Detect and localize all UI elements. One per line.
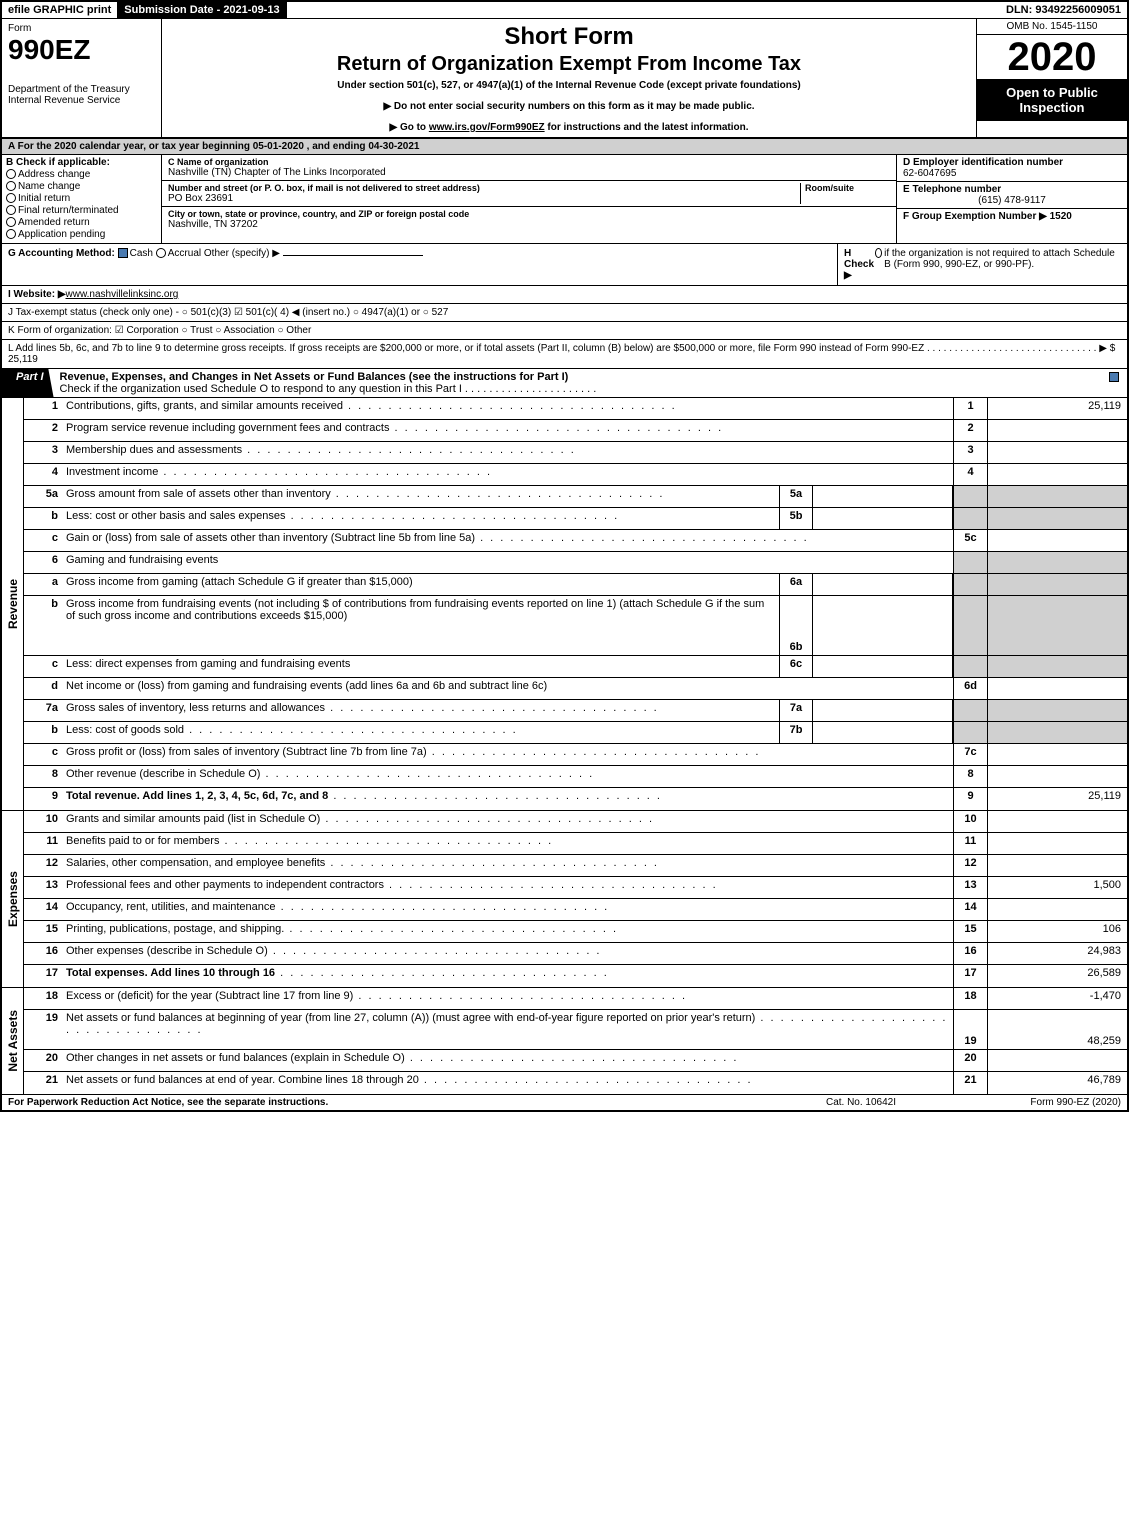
line-2: 2Program service revenue including gover… [24,420,1127,442]
efile-label: efile GRAPHIC print [2,2,118,18]
top-bar: efile GRAPHIC print Submission Date - 20… [2,2,1127,19]
chk-accrual[interactable] [156,248,166,258]
note-ssn: ▶ Do not enter social security numbers o… [170,101,968,112]
line-5a: 5aGross amount from sale of assets other… [24,486,1127,508]
ein: 62-6047695 [903,168,1121,179]
short-form-title: Short Form [170,23,968,51]
line-6d: dNet income or (loss) from gaming and fu… [24,678,1127,700]
dln: DLN: 93492256009051 [1000,2,1127,18]
open-public: Open to Public Inspection [977,79,1127,121]
col-d: D Employer identification number 62-6047… [897,155,1127,243]
org-name-cell: C Name of organization Nashville (TN) Ch… [162,155,896,181]
line-16: 16Other expenses (describe in Schedule O… [24,943,1127,965]
accounting-method: G Accounting Method: Cash Accrual Other … [2,244,837,285]
city: Nashville, TN 37202 [168,219,890,230]
line-8: 8Other revenue (describe in Schedule O)8 [24,766,1127,788]
row-i-website: I Website: ▶www.nashvillelinksinc.org [2,286,1127,304]
ein-cell: D Employer identification number 62-6047… [897,155,1127,182]
part-1-check-text: Check if the organization used Schedule … [60,383,597,395]
line-5b: bLess: cost or other basis and sales exp… [24,508,1127,530]
chk-application-pending[interactable]: Application pending [6,229,157,240]
irs-link[interactable]: www.irs.gov/Form990EZ [429,122,545,133]
expenses-block: Expenses 10Grants and similar amounts pa… [2,811,1127,988]
part-1-tag: Part I [2,369,54,397]
row-l-gross-receipts: L Add lines 5b, 6c, and 7b to line 9 to … [2,340,1127,369]
line-4: 4Investment income4 [24,464,1127,486]
chk-schedule-o[interactable] [1109,372,1119,382]
line-20: 20Other changes in net assets or fund ba… [24,1050,1127,1072]
line-7c: cGross profit or (loss) from sales of in… [24,744,1127,766]
form-ref: Form 990-EZ (2020) [961,1097,1121,1108]
line-6b: bGross income from fundraising events (n… [24,596,1127,656]
subtitle: Under section 501(c), 527, or 4947(a)(1)… [170,80,968,91]
omb-number: OMB No. 1545-1150 [977,19,1127,35]
phone: (615) 478-9117 [903,195,1121,206]
form-990ez: efile GRAPHIC print Submission Date - 20… [0,0,1129,1112]
form-number: 990EZ [8,34,155,66]
header-center: Short Form Return of Organization Exempt… [162,19,977,137]
block-bcd: B Check if applicable: Address change Na… [2,155,1127,244]
submission-date: Submission Date - 2021-09-13 [118,2,286,18]
city-cell: City or town, state or province, country… [162,207,896,232]
col-c: C Name of organization Nashville (TN) Ch… [162,155,897,243]
row-k-org-form: K Form of organization: ☑ Corporation ○ … [2,322,1127,340]
line-19: 19Net assets or fund balances at beginni… [24,1010,1127,1050]
form-word: Form [8,23,155,34]
chk-cash[interactable] [118,248,128,258]
note-link: ▶ Go to www.irs.gov/Form990EZ for instru… [170,122,968,133]
chk-address-change[interactable]: Address change [6,169,157,180]
form-header: Form 990EZ Department of the Treasury In… [2,19,1127,139]
chk-amended-return[interactable]: Amended return [6,217,157,228]
schedule-b-check: H Check ▶ if the organization is not req… [837,244,1127,285]
line-7b: bLess: cost of goods sold7b [24,722,1127,744]
line-14: 14Occupancy, rent, utilities, and mainte… [24,899,1127,921]
tax-year: 2020 [977,35,1127,79]
department: Department of the Treasury Internal Reve… [8,84,155,106]
line-3: 3Membership dues and assessments3 [24,442,1127,464]
return-title: Return of Organization Exempt From Incom… [170,53,968,76]
revenue-side-label: Revenue [2,398,24,810]
expenses-side-label: Expenses [2,811,24,987]
group-exemption: F Group Exemption Number ▶ 1520 [897,209,1127,224]
footer: For Paperwork Reduction Act Notice, see … [2,1094,1127,1110]
chk-name-change[interactable]: Name change [6,181,157,192]
header-left: Form 990EZ Department of the Treasury In… [2,19,162,137]
part-1-header: Part I Revenue, Expenses, and Changes in… [2,369,1127,398]
revenue-block: Revenue 1Contributions, gifts, grants, a… [2,398,1127,811]
cat-no: Cat. No. 10642I [761,1097,961,1108]
row-gh: G Accounting Method: Cash Accrual Other … [2,244,1127,286]
line-11: 11Benefits paid to or for members11 [24,833,1127,855]
col-b-head: B Check if applicable: [6,157,157,168]
chk-schedule-b[interactable] [875,248,882,258]
net-assets-side-label: Net Assets [2,988,24,1094]
col-b: B Check if applicable: Address change Na… [2,155,162,243]
line-17: 17Total expenses. Add lines 10 through 1… [24,965,1127,987]
header-right: OMB No. 1545-1150 2020 Open to Public In… [977,19,1127,137]
part-1-title: Revenue, Expenses, and Changes in Net As… [60,371,569,383]
website-link[interactable]: www.nashvillelinksinc.org [66,289,179,300]
line-5c: cGain or (loss) from sale of assets othe… [24,530,1127,552]
org-name: Nashville (TN) Chapter of The Links Inco… [168,167,890,178]
line-21: 21Net assets or fund balances at end of … [24,1072,1127,1094]
line-9: 9Total revenue. Add lines 1, 2, 3, 4, 5c… [24,788,1127,810]
row-a-tax-year: A For the 2020 calendar year, or tax yea… [2,139,1127,155]
chk-final-return[interactable]: Final return/terminated [6,205,157,216]
row-j-tax-status: J Tax-exempt status (check only one) - ○… [2,304,1127,322]
line-12: 12Salaries, other compensation, and empl… [24,855,1127,877]
paperwork-notice: For Paperwork Reduction Act Notice, see … [8,1097,761,1108]
phone-cell: E Telephone number (615) 478-9117 [897,182,1127,209]
line-7a: 7aGross sales of inventory, less returns… [24,700,1127,722]
line-6: 6Gaming and fundraising events [24,552,1127,574]
net-assets-block: Net Assets 18Excess or (deficit) for the… [2,988,1127,1094]
line-10: 10Grants and similar amounts paid (list … [24,811,1127,833]
address-cell: Number and street (or P. O. box, if mail… [162,181,896,207]
line-15: 15Printing, publications, postage, and s… [24,921,1127,943]
chk-initial-return[interactable]: Initial return [6,193,157,204]
line-13: 13Professional fees and other payments t… [24,877,1127,899]
line-18: 18Excess or (deficit) for the year (Subt… [24,988,1127,1010]
address: PO Box 23691 [168,193,800,204]
line-6c: cLess: direct expenses from gaming and f… [24,656,1127,678]
line-1: 1Contributions, gifts, grants, and simil… [24,398,1127,420]
line-6a: aGross income from gaming (attach Schedu… [24,574,1127,596]
